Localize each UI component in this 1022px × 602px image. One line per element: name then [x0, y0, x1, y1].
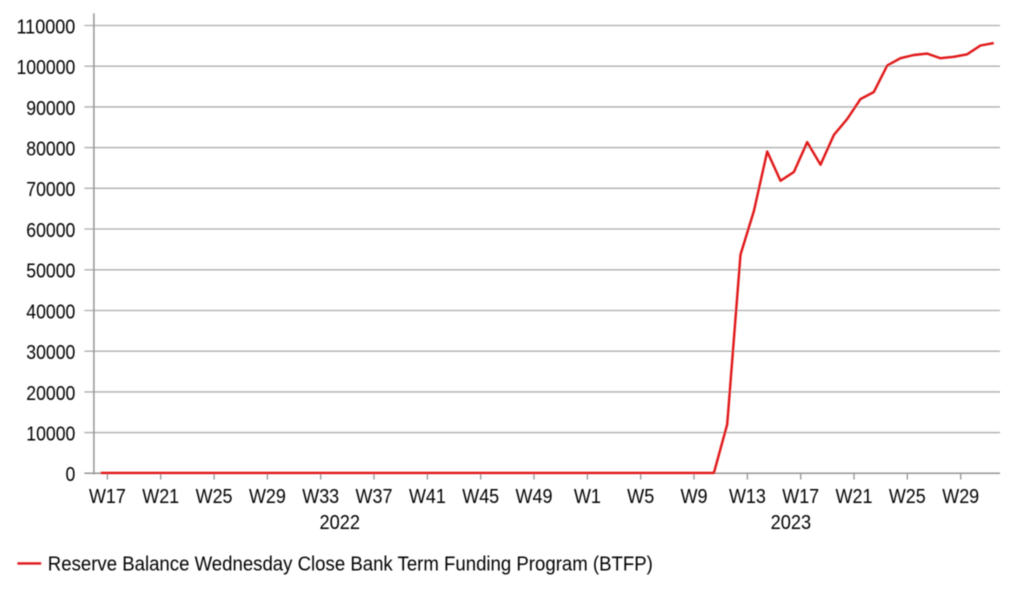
svg-text:W41: W41: [409, 486, 446, 508]
svg-text:110000: 110000: [17, 16, 76, 38]
svg-text:70000: 70000: [26, 179, 75, 201]
svg-text:W29: W29: [942, 486, 979, 508]
svg-text:W5: W5: [627, 486, 654, 508]
svg-text:40000: 40000: [26, 301, 75, 323]
svg-text:2023: 2023: [771, 512, 812, 534]
svg-text:60000: 60000: [26, 220, 75, 242]
svg-text:90000: 90000: [26, 98, 75, 120]
svg-text:50000: 50000: [26, 261, 75, 283]
svg-text:W45: W45: [462, 486, 499, 508]
svg-text:W25: W25: [196, 486, 233, 508]
svg-text:W1: W1: [574, 486, 601, 508]
svg-text:100000: 100000: [17, 57, 76, 79]
svg-text:W17: W17: [89, 486, 126, 508]
svg-text:W49: W49: [516, 486, 553, 508]
svg-text:W37: W37: [356, 486, 393, 508]
svg-text:W21: W21: [836, 486, 873, 508]
svg-text:30000: 30000: [26, 342, 75, 364]
svg-text:20000: 20000: [26, 383, 75, 405]
svg-text:W21: W21: [142, 486, 179, 508]
svg-text:W25: W25: [889, 486, 926, 508]
svg-text:W9: W9: [680, 486, 707, 508]
svg-text:W33: W33: [302, 486, 339, 508]
svg-text:2022: 2022: [320, 512, 361, 534]
svg-text:Reserve Balance Wednesday Clos: Reserve Balance Wednesday Close Bank Ter…: [48, 553, 653, 575]
svg-text:80000: 80000: [26, 139, 75, 161]
svg-text:W13: W13: [729, 486, 766, 508]
svg-text:10000: 10000: [26, 424, 75, 446]
svg-text:0: 0: [66, 464, 76, 486]
svg-text:W29: W29: [249, 486, 286, 508]
svg-text:W17: W17: [782, 486, 819, 508]
